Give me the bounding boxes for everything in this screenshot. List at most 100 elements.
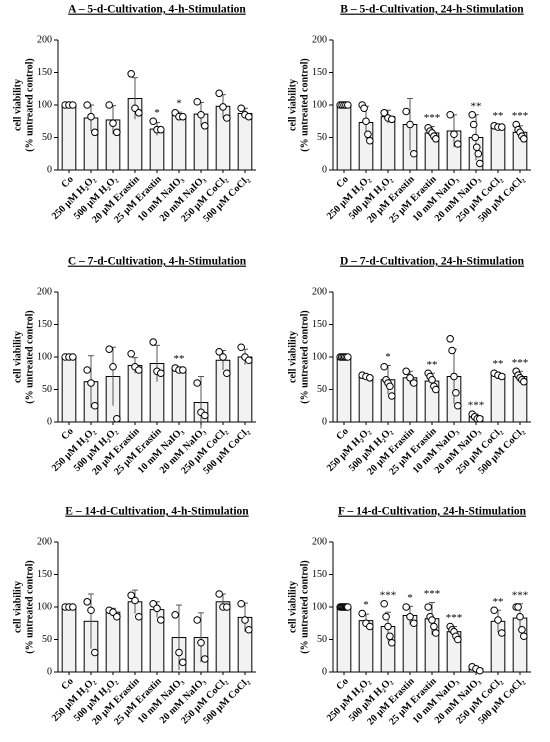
data-point	[386, 382, 394, 391]
y-axis-label: (% untreated control)	[24, 560, 35, 654]
panel: D – 7-d-Cultivation, 24-h-Stimulation cel…	[287, 256, 531, 477]
data-point	[135, 366, 143, 374]
data-point	[109, 362, 117, 371]
data-point	[406, 612, 414, 621]
data-point	[157, 616, 165, 624]
data-point	[91, 401, 99, 410]
panel-title: C – 7-d-Cultivation, 4-h-Stimulation	[68, 256, 247, 268]
data-point	[193, 379, 201, 387]
y-tick-label: 100	[37, 601, 52, 612]
significance: ***	[512, 589, 529, 601]
panel-title: A – 5-d-Cultivation, 4-h-Stimulation	[68, 4, 246, 16]
data-point	[131, 596, 139, 605]
x-tick-label: Co	[59, 676, 75, 692]
data-point	[494, 616, 502, 624]
data-point	[237, 599, 245, 608]
data-point	[83, 101, 91, 109]
y-tick-label: 50	[42, 384, 52, 395]
data-point	[498, 123, 506, 131]
y-tick-label: 200	[37, 286, 52, 297]
y-tick-label: 50	[317, 634, 327, 645]
data-point	[219, 353, 227, 361]
data-point	[514, 603, 522, 611]
y-axis-label: cell viability	[12, 581, 23, 633]
bar	[215, 601, 231, 673]
x-tick-label: Co	[334, 426, 350, 442]
y-axis-label: cell viability	[12, 331, 23, 383]
data-point	[402, 367, 410, 376]
data-point	[452, 388, 460, 397]
bar	[61, 104, 77, 171]
data-point	[472, 143, 481, 152]
data-point	[428, 616, 436, 624]
data-point	[215, 89, 223, 98]
data-point	[388, 638, 396, 647]
x-tick-label: Co	[59, 174, 75, 190]
bar	[380, 116, 396, 171]
data-point	[201, 122, 209, 130]
data-point	[179, 112, 187, 121]
bar	[61, 356, 77, 423]
data-point	[380, 599, 388, 608]
x-tick-label: Co	[334, 676, 350, 692]
data-point	[432, 385, 440, 394]
significance: *	[407, 592, 413, 604]
panel-title: B – 5-d-Cultivation, 24-h-Stimulation	[340, 4, 524, 16]
panel: A – 5-d-Cultivation, 4-h-Stimulation cell…	[12, 4, 256, 225]
y-tick-label: 0	[47, 416, 52, 427]
data-point	[520, 135, 528, 143]
data-point	[468, 110, 476, 119]
x-tick-label: Co	[59, 426, 75, 442]
significance: **	[471, 100, 482, 112]
panel-title: D – 7-d-Cultivation, 24-h-Stimulation	[340, 256, 525, 268]
y-axis-label: cell viability	[287, 581, 298, 633]
y-tick-label: 200	[37, 34, 52, 45]
y-tick-label: 50	[42, 132, 52, 143]
data-point	[245, 625, 253, 634]
data-point	[113, 128, 121, 137]
y-tick-label: 50	[42, 634, 52, 645]
significance: ***	[424, 588, 441, 600]
y-tick-label: 200	[312, 536, 327, 547]
data-point	[520, 632, 528, 641]
y-tick-label: 200	[312, 286, 327, 297]
data-point	[193, 97, 201, 106]
data-point	[113, 414, 121, 423]
data-point	[201, 655, 209, 663]
data-point	[135, 612, 143, 621]
data-point	[402, 107, 410, 116]
data-point	[153, 604, 161, 613]
data-point	[215, 348, 223, 356]
data-point	[223, 369, 231, 378]
panel: B – 5-d-Cultivation, 24-h-Stimulation cel…	[287, 4, 531, 225]
data-point	[406, 374, 414, 382]
significance: ***	[446, 612, 463, 624]
data-point	[490, 606, 498, 615]
significance: ***	[424, 112, 441, 124]
data-point	[430, 622, 438, 631]
data-point	[215, 590, 223, 598]
panel-title: E – 14-d-Cultivation, 4-h-Stimulation	[65, 506, 249, 518]
panel-title: F – 14-d-Cultivation, 24-h-Stimulation	[338, 506, 527, 518]
data-point	[149, 117, 157, 126]
data-point	[193, 616, 201, 624]
y-axis-label: (% untreated control)	[299, 560, 310, 654]
y-tick-label: 150	[312, 67, 327, 78]
data-point	[69, 603, 77, 611]
data-point	[237, 343, 245, 352]
y-axis-label: (% untreated control)	[299, 310, 310, 404]
data-point	[386, 632, 394, 641]
data-point	[424, 603, 432, 611]
data-point	[105, 345, 113, 353]
y-tick-label: 100	[312, 601, 327, 612]
y-axis-label: cell viability	[287, 331, 298, 383]
data-point	[179, 366, 187, 374]
data-point	[179, 658, 187, 667]
data-point	[388, 392, 396, 400]
data-point	[109, 119, 117, 127]
significance: ***	[380, 589, 397, 601]
x-tick-label: Co	[334, 174, 350, 190]
data-point	[362, 117, 370, 126]
data-point	[245, 356, 253, 365]
data-point	[105, 101, 113, 109]
